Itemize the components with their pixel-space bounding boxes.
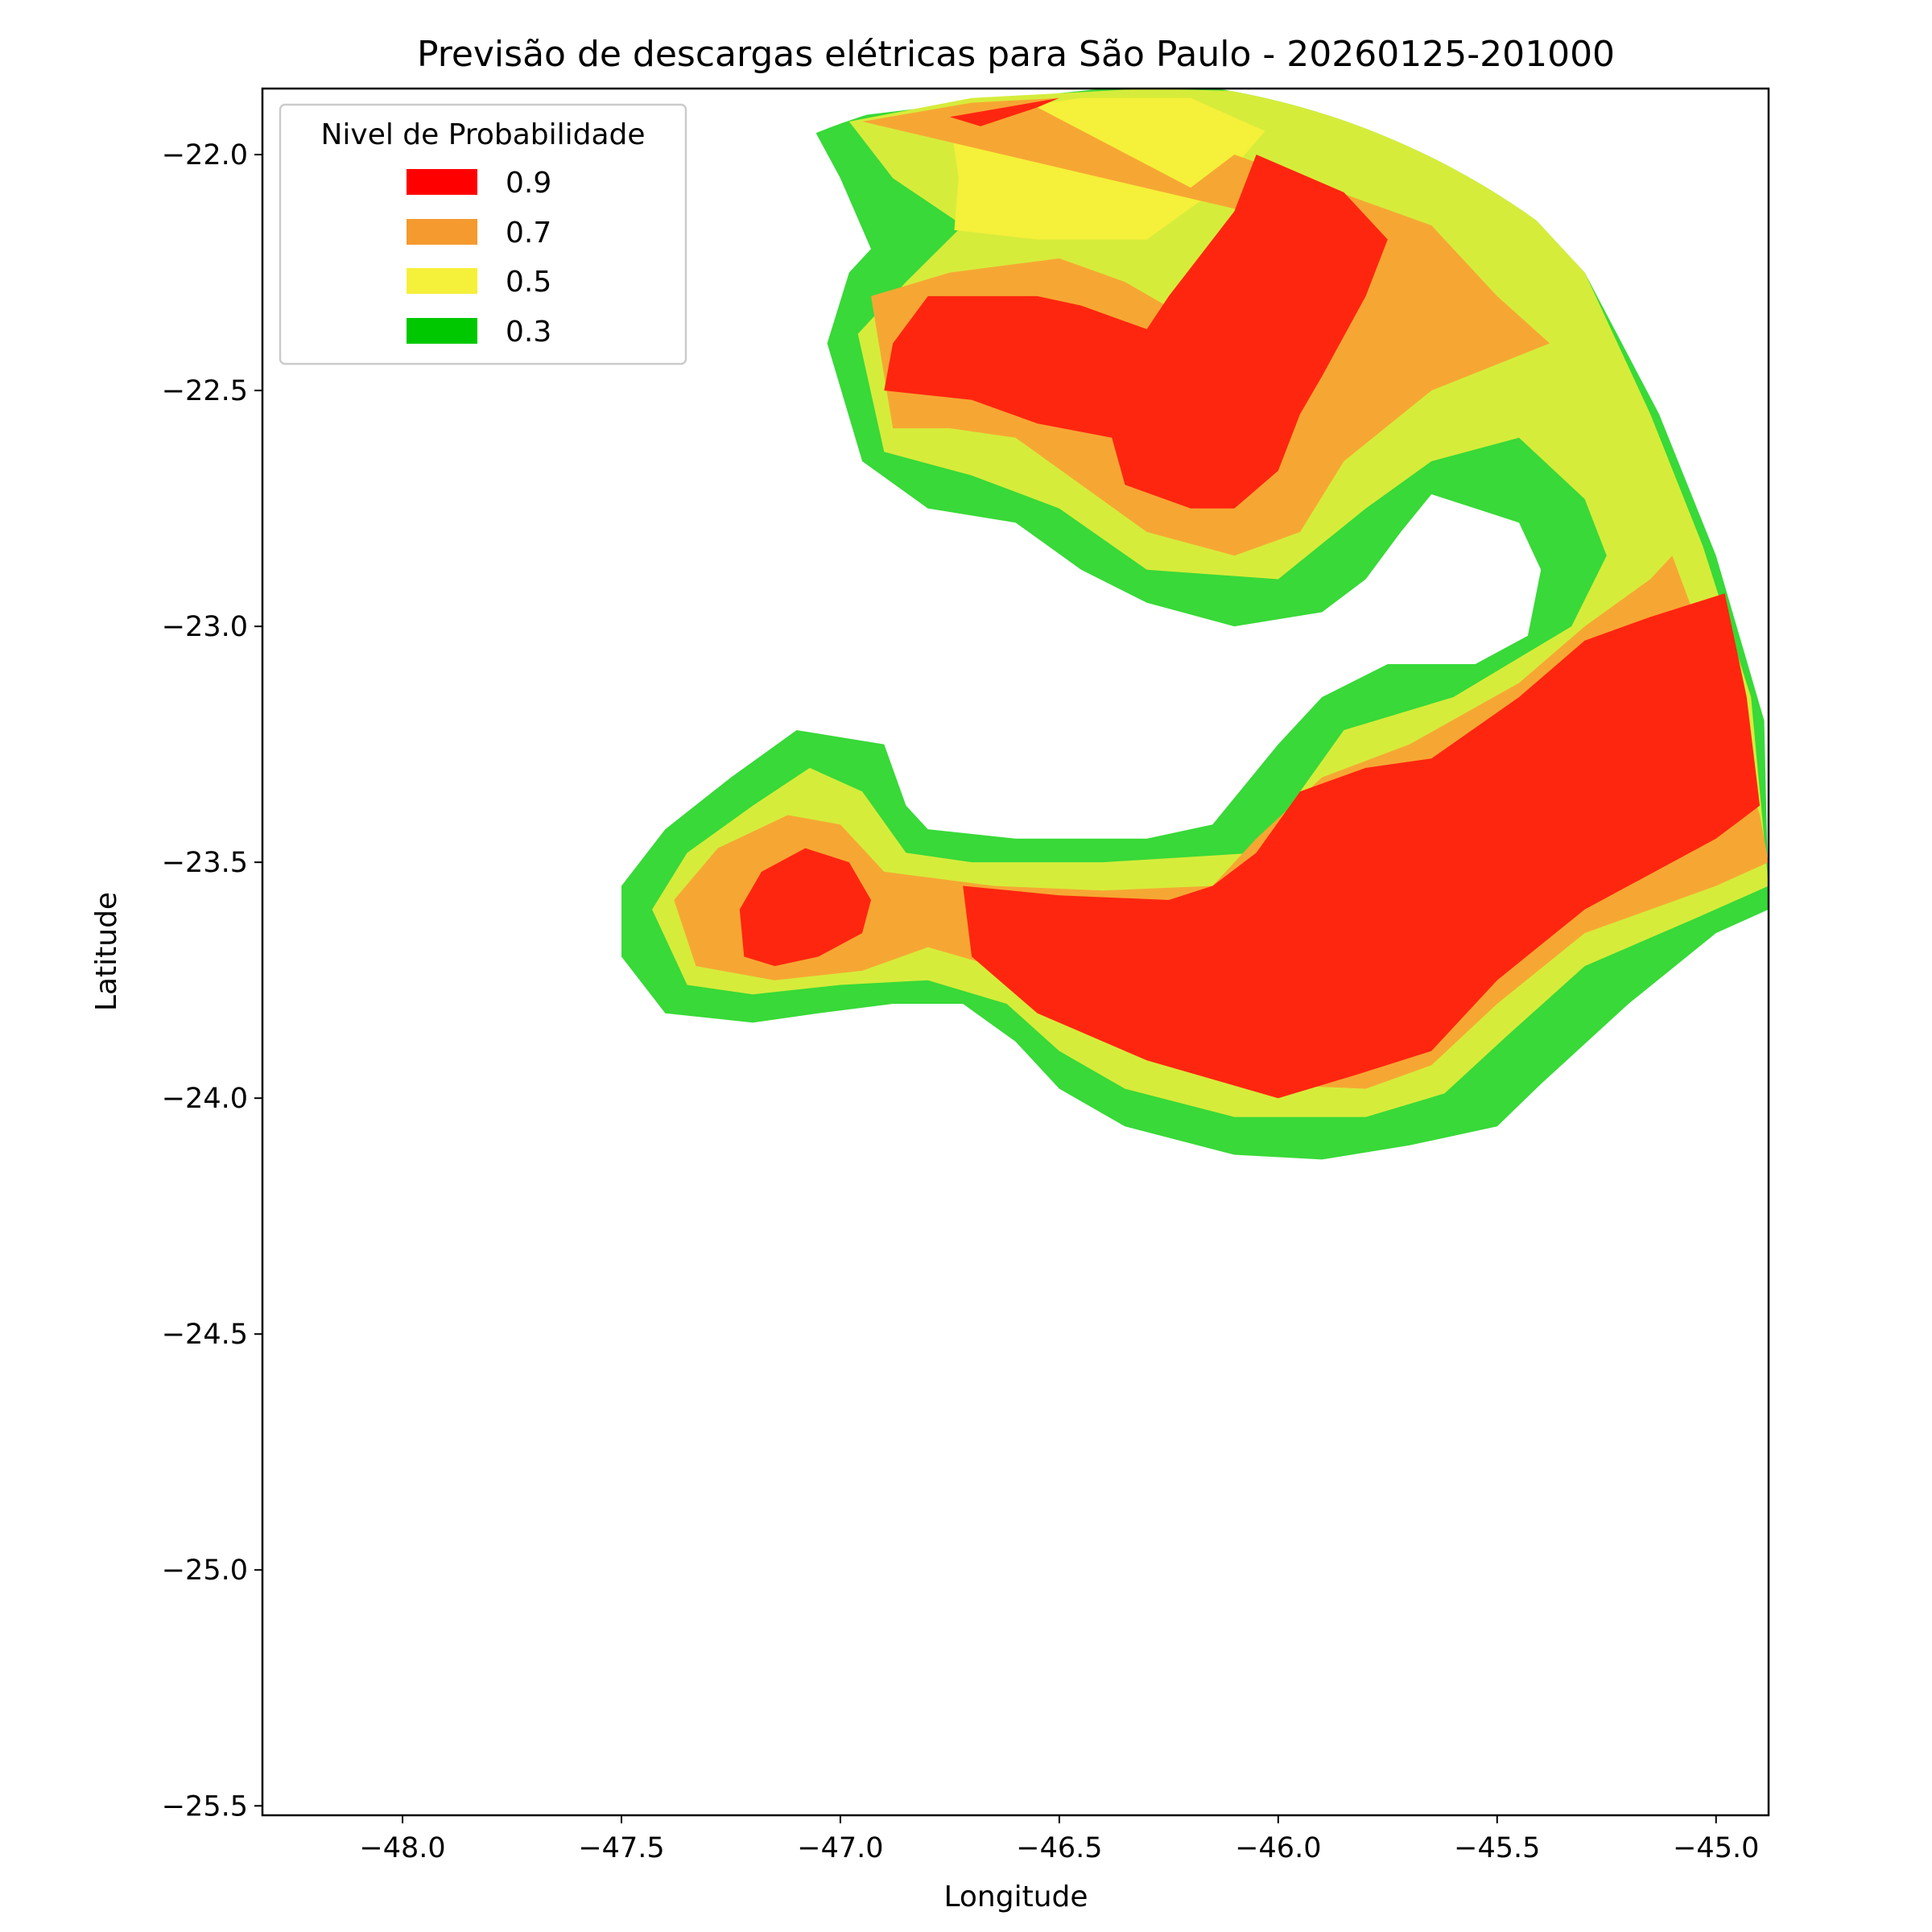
x-tick-label: −45.0 — [1673, 1832, 1759, 1864]
y-axis-label: Latitude — [90, 892, 123, 1011]
x-axis-label: Longitude — [943, 1880, 1088, 1913]
legend-swatch-0.7 — [407, 219, 477, 245]
legend-label-0.5: 0.5 — [506, 266, 551, 299]
contour-region-09-8 — [739, 848, 871, 967]
legend-swatch-0.9 — [407, 169, 477, 195]
y-tick-label: −22.5 — [162, 375, 248, 407]
legend-title: Nivel de Probabilidade — [320, 118, 645, 151]
y-tick-label: −23.5 — [162, 847, 248, 879]
x-tick-label: −47.0 — [797, 1832, 883, 1864]
x-axis: −48.0 −47.5 −47.0 −46.5 −46.0 −45.5 −45.0 — [359, 1815, 1759, 1864]
x-tick-label: −47.5 — [578, 1832, 664, 1864]
x-tick-label: −46.0 — [1235, 1832, 1321, 1864]
legend-label-0.9: 0.9 — [506, 167, 551, 200]
x-tick-label: −45.5 — [1454, 1832, 1540, 1864]
y-tick-label: −24.0 — [162, 1083, 248, 1115]
y-tick-label: −24.5 — [162, 1319, 248, 1351]
contour-region-09-6 — [884, 155, 1388, 509]
contour-region-09-7 — [963, 593, 1761, 1099]
legend: Nivel de Probabilidade 0.9 0.7 0.5 0.3 — [279, 103, 687, 365]
y-tick-label: −25.5 — [162, 1790, 248, 1823]
legend-swatch-0.3 — [407, 318, 477, 344]
legend-box — [279, 103, 687, 365]
y-tick-label: −23.0 — [162, 611, 248, 643]
legend-swatch-0.5 — [407, 268, 477, 294]
y-tick-label: −25.0 — [162, 1554, 248, 1587]
plot-frame — [261, 87, 1770, 1817]
contour-region-09-5 — [949, 97, 1059, 126]
legend-label-0.7: 0.7 — [506, 217, 551, 250]
x-tick-label: −46.5 — [1016, 1832, 1102, 1864]
x-tick-label: −48.0 — [359, 1832, 445, 1864]
y-axis: −22.0 −22.5 −23.0 −23.5 −24.0 −24.5 −25.0 −25.5 — [162, 139, 262, 1823]
chart-title: Previsão de descargas elétricas para São… — [417, 34, 1615, 75]
legend-label-0.3: 0.3 — [506, 316, 551, 349]
contour-layer — [621, 89, 1769, 1160]
y-tick-label: −22.0 — [162, 139, 248, 171]
